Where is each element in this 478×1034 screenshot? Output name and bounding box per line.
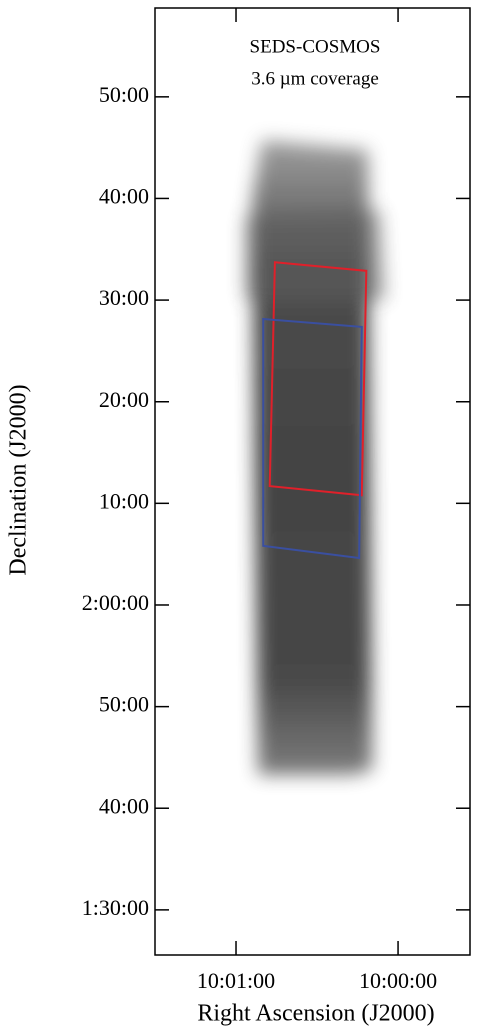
footprint — [262, 317, 363, 560]
y-tick-label: 20:00 — [99, 387, 149, 412]
title-box — [215, 30, 415, 100]
y-tick-label: 1:30:00 — [82, 895, 149, 920]
footprint — [268, 261, 368, 497]
x-tick-label: 10:00:00 — [359, 968, 437, 993]
x-axis-label: Right Ascension (J2000) — [197, 1001, 434, 1027]
y-tick-label: 30:00 — [99, 285, 149, 310]
plot-frame — [154, 7, 471, 956]
y-tick-label: 50:00 — [99, 692, 149, 717]
chart-subtitle: 3.6 µm coverage — [251, 68, 379, 89]
coverage-image — [245, 140, 385, 775]
y-axis-label: Declination (J2000) — [6, 384, 32, 575]
y-tick-label: 2:00:00 — [82, 590, 149, 615]
y-tick-label: 50:00 — [99, 82, 149, 107]
chart-title: SEDS-COSMOS — [250, 36, 381, 57]
y-tick-label: 40:00 — [99, 793, 149, 818]
y-tick-label: 10:00 — [99, 488, 149, 513]
y-tick-label: 40:00 — [99, 183, 149, 208]
x-tick-label: 10:01:00 — [197, 968, 275, 993]
